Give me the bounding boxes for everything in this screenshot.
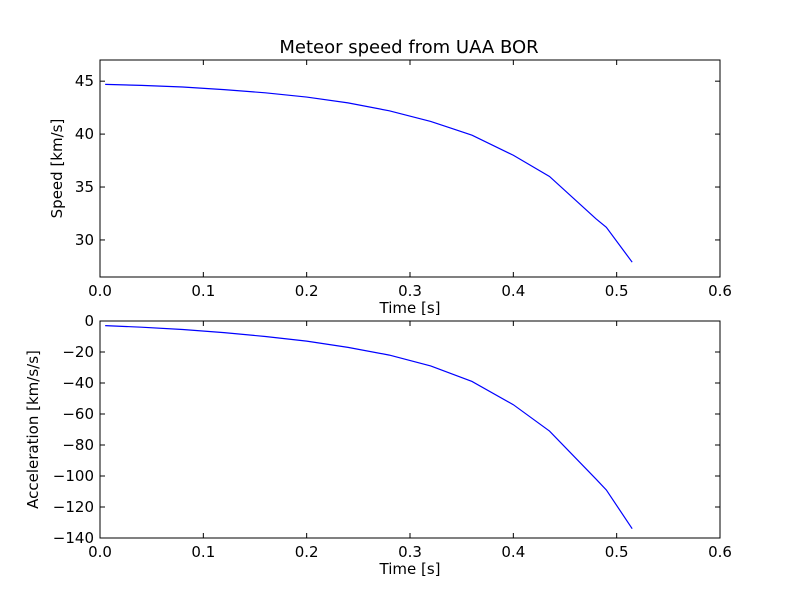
acceleration-x-tick-label: 0.1	[191, 543, 215, 561]
acceleration-x-tick-label: 0.6	[708, 543, 732, 561]
acceleration-y-axis-label: Acceleration [km/s/s]	[24, 350, 42, 509]
acceleration-y-tick-label: −100	[53, 467, 94, 485]
acceleration-x-tick-label: 0.0	[88, 543, 112, 561]
acceleration-y-tick-label: −40	[62, 374, 94, 392]
acceleration-y-tick-label: −20	[62, 343, 94, 361]
speed-x-tick-label: 0.2	[295, 282, 319, 300]
speed-y-tick-label: 35	[75, 178, 94, 196]
speed-x-tick-label: 0.0	[88, 282, 112, 300]
speed-x-axis-label: Time [s]	[379, 299, 441, 317]
speed-y-tick-label: 40	[75, 125, 94, 143]
speed-y-tick-label: 30	[75, 231, 94, 249]
speed-x-tick-label: 0.4	[501, 282, 525, 300]
acceleration-x-tick-label: 0.4	[501, 543, 525, 561]
acceleration-x-tick-label: 0.5	[605, 543, 629, 561]
acceleration-plot: 0.0 0.1 0.2 0.3 0.4 0.5 0.6 −140 −120 −100 −80 −60 −…	[24, 312, 732, 578]
acceleration-y-tick-label: −140	[53, 529, 94, 547]
acceleration-x-tick-label: 0.3	[398, 543, 422, 561]
acceleration-y-tick-label: 0	[84, 312, 94, 330]
acceleration-y-tick-label: −80	[62, 436, 94, 454]
acceleration-y-tick-label: −120	[53, 498, 94, 516]
acceleration-y-tick-label: −60	[62, 405, 94, 423]
speed-x-tick-label: 0.1	[191, 282, 215, 300]
chart-title: Meteor speed from UAA BOR	[279, 37, 538, 58]
acceleration-series-line	[105, 325, 633, 530]
speed-x-tick-label: 0.5	[605, 282, 629, 300]
speed-plot: 0.0 0.1 0.2 0.3 0.4 0.5 0.6 30 35 40 45 Time [s] Spe…	[48, 59, 732, 317]
speed-y-tick-label: 45	[75, 72, 94, 90]
speed-x-tick-label: 0.3	[398, 282, 422, 300]
acceleration-x-tick-label: 0.2	[295, 543, 319, 561]
acceleration-x-axis-label: Time [s]	[379, 560, 441, 578]
speed-y-axis-label: Speed [km/s]	[48, 119, 66, 219]
speed-x-tick-label: 0.6	[708, 282, 732, 300]
speed-series-line	[105, 83, 633, 263]
